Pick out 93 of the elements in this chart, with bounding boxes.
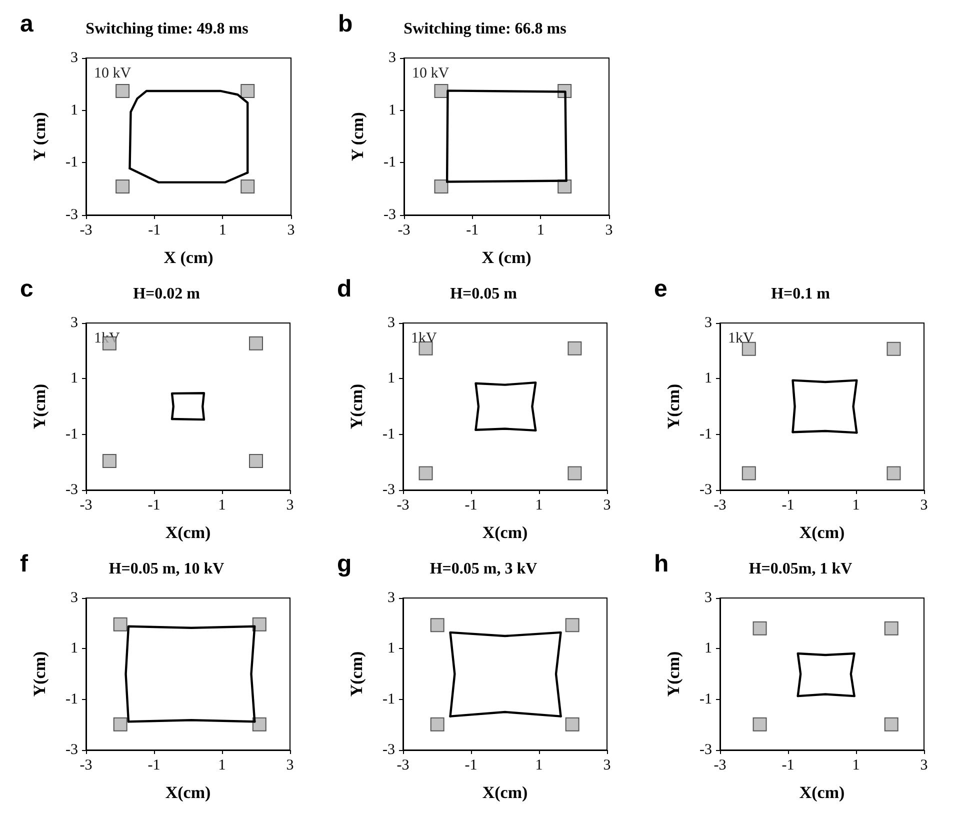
y-tick-label: 1 [388, 640, 395, 657]
y-tick-label: 3 [70, 50, 78, 66]
y-axis-title: Y(cm) [30, 651, 49, 697]
x-tick-label: 1 [535, 758, 543, 774]
text: g [337, 550, 352, 578]
y-tick-label: -3 [700, 742, 712, 758]
y-axis-title: Y(cm) [347, 384, 366, 430]
y-tick-label: 1 [70, 370, 78, 387]
y-tick-label: -1 [382, 426, 395, 442]
x-tick-label: -1 [464, 498, 478, 514]
y-tick-label: 1 [704, 370, 712, 387]
chart-title: Switching time: 66.8 ms [404, 20, 566, 38]
y-tick-label: 1 [704, 640, 712, 657]
y-tick-label: -3 [384, 207, 396, 223]
text: b [338, 10, 353, 38]
y-axis-title: Y(cm) [347, 651, 366, 697]
y-tick-label: -3 [700, 482, 712, 498]
y-tick-label: 3 [704, 315, 712, 331]
x-tick-label: 3 [286, 758, 294, 774]
chart-title: H=0.05 m [450, 286, 518, 302]
x-axis-title: X(cm) [165, 783, 211, 802]
x-tick-label: 1 [536, 222, 544, 238]
y-tick-label: 3 [70, 590, 78, 606]
x-axis-title: X(cm) [482, 783, 528, 802]
y-tick-label: -1 [384, 154, 396, 171]
x-tick-label: 3 [286, 498, 294, 514]
y-tick-label: -3 [66, 742, 78, 758]
x-axis-title: X (cm) [482, 248, 532, 267]
chart-title: H=0.05 m, 3 kV [430, 560, 538, 578]
x-tick-label: 3 [605, 222, 613, 238]
y-tick-label: 3 [388, 590, 395, 606]
annotation: 1kV [728, 330, 754, 346]
x-tick-label: -1 [466, 222, 479, 238]
x-tick-label: 1 [852, 758, 860, 774]
y-tick-label: 3 [704, 590, 712, 606]
chart-title: H=0.05 m, 10 kV [108, 560, 225, 578]
x-tick-label: -1 [148, 758, 160, 774]
annotation: 10 kV [94, 66, 132, 82]
x-tick-label: 3 [287, 222, 295, 238]
x-tick-label: 3 [603, 498, 611, 514]
y-axis-title: Y(cm) [30, 384, 49, 430]
x-tick-label: -1 [782, 498, 794, 514]
y-tick-label: 1 [70, 640, 78, 657]
y-tick-label: 3 [388, 50, 396, 66]
text: d [337, 276, 352, 302]
y-tick-label: 3 [70, 315, 78, 331]
y-tick-label: -3 [66, 482, 78, 498]
x-axis-title: X(cm) [482, 523, 528, 542]
x-axis-title: X(cm) [165, 523, 211, 542]
chart-title: Switching time: 49.8 ms [86, 20, 248, 38]
y-tick-label: -3 [382, 742, 395, 758]
y-tick-label: -3 [66, 207, 78, 223]
annotation: 1kV [94, 330, 120, 346]
chart-title: H=0.02 m [133, 286, 201, 302]
annotation: 10 kV [412, 66, 450, 82]
text: f [20, 550, 29, 578]
y-tick-label: -1 [700, 691, 712, 708]
y-tick-label: -1 [66, 154, 78, 171]
x-tick-label: 1 [535, 498, 543, 514]
y-tick-label: -1 [66, 691, 78, 708]
y-axis-title: Y(cm) [664, 384, 683, 430]
text: h [654, 550, 669, 578]
y-tick-label: 1 [70, 102, 78, 118]
x-tick-label: 1 [218, 498, 226, 514]
x-tick-label: -1 [782, 758, 794, 774]
x-axis-title: X(cm) [799, 783, 845, 802]
x-tick-label: 1 [852, 498, 860, 514]
y-tick-label: 1 [388, 102, 396, 118]
text: e [654, 276, 668, 302]
chart-title: H=0.1 m [771, 286, 831, 302]
y-axis-title: Y(cm) [664, 651, 683, 697]
annotation: 1kV [411, 330, 437, 346]
x-tick-label: 3 [920, 498, 928, 514]
text: c [20, 276, 34, 302]
y-axis-title: Y (cm) [348, 112, 367, 161]
y-tick-label: -1 [700, 426, 712, 442]
y-axis-title: Y (cm) [30, 112, 49, 161]
x-tick-label: 1 [218, 758, 226, 774]
x-axis-title: X (cm) [164, 248, 214, 267]
y-tick-label: -1 [66, 426, 78, 442]
y-tick-label: -3 [382, 482, 395, 498]
x-tick-label: 3 [603, 758, 611, 774]
y-tick-label: 3 [388, 315, 395, 331]
x-tick-label: -1 [148, 222, 161, 238]
text: a [20, 10, 34, 38]
x-tick-label: 3 [920, 758, 928, 774]
x-tick-label: -1 [464, 758, 478, 774]
y-tick-label: -1 [382, 691, 395, 708]
x-axis-title: X(cm) [799, 523, 845, 542]
x-tick-label: -1 [148, 498, 160, 514]
chart-title: H=0.05m, 1 kV [748, 560, 853, 578]
x-tick-label: 1 [218, 222, 226, 238]
y-tick-label: 1 [388, 370, 395, 387]
